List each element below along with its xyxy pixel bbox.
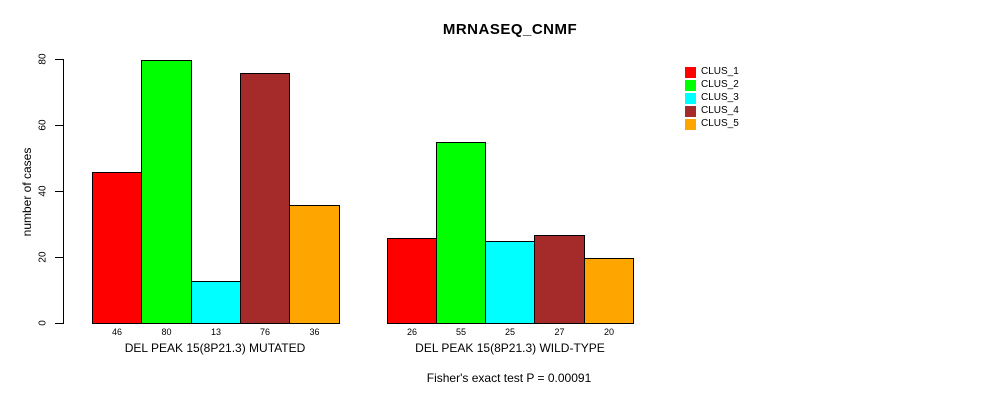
y-axis-tick: [55, 323, 63, 324]
bar-clus_3-group2: [485, 241, 535, 324]
bar-clus_3-group1: [191, 281, 241, 324]
bar-clus_2-group2: [436, 142, 486, 324]
bar-clus_4-group1: [240, 73, 290, 324]
bar-value-label: 55: [455, 327, 467, 337]
chart-title: MRNASEQ_CNMF: [442, 21, 578, 38]
bar-clus_1-group2: [387, 238, 437, 324]
y-axis-title: number of cases: [20, 147, 34, 237]
bar-value-label: 80: [161, 327, 172, 337]
y-axis-tick: [55, 257, 63, 258]
x-axis-group-label-mutated: DEL PEAK 15(8P21.3) MUTATED: [124, 341, 306, 355]
legend-swatch-clus_2: [685, 80, 696, 91]
legend-swatch-clus_1: [685, 67, 696, 78]
y-axis-tick: [55, 191, 63, 192]
bar-value-label: 25: [504, 327, 516, 337]
y-axis-tick: [55, 125, 63, 126]
legend-label-clus_3: CLUS_3: [701, 92, 739, 103]
y-axis-tick-label: 20: [37, 251, 49, 263]
fisher-test-annotation: Fisher's exact test P = 0.00091: [426, 371, 592, 385]
bar-clus_5-group1: [289, 205, 340, 324]
bar-clus_2-group1: [141, 60, 192, 324]
bar-value-label: 76: [259, 327, 271, 337]
bar-value-label: 20: [603, 327, 615, 337]
bar-value-label: 27: [554, 327, 565, 337]
bar-value-label: 26: [406, 327, 418, 337]
y-axis-tick-label: 0: [37, 320, 49, 326]
y-axis-line: [63, 59, 64, 324]
bar-value-label: 13: [210, 327, 222, 337]
legend-label-clus_5: CLUS_5: [701, 118, 739, 129]
legend-swatch-clus_4: [685, 106, 696, 117]
y-axis-tick-label: 60: [37, 119, 49, 131]
legend-swatch-clus_5: [685, 119, 696, 130]
bar-value-label: 46: [111, 327, 123, 337]
y-axis-tick: [55, 59, 63, 60]
bar-value-label: 36: [309, 327, 320, 337]
y-axis-tick-label: 40: [37, 185, 49, 197]
legend-label-clus_4: CLUS_4: [701, 105, 739, 116]
legend-label-clus_1: CLUS_1: [701, 66, 739, 77]
legend-label-clus_2: CLUS_2: [701, 79, 739, 90]
legend-swatch-clus_3: [685, 93, 696, 104]
y-axis-tick-label: 80: [37, 53, 49, 65]
bar-clus_1-group1: [92, 172, 142, 324]
bar-clus_5-group2: [584, 258, 634, 324]
bar-clus_4-group2: [534, 235, 585, 324]
x-axis-group-label-wildtype: DEL PEAK 15(8P21.3) WILD-TYPE: [415, 341, 605, 355]
